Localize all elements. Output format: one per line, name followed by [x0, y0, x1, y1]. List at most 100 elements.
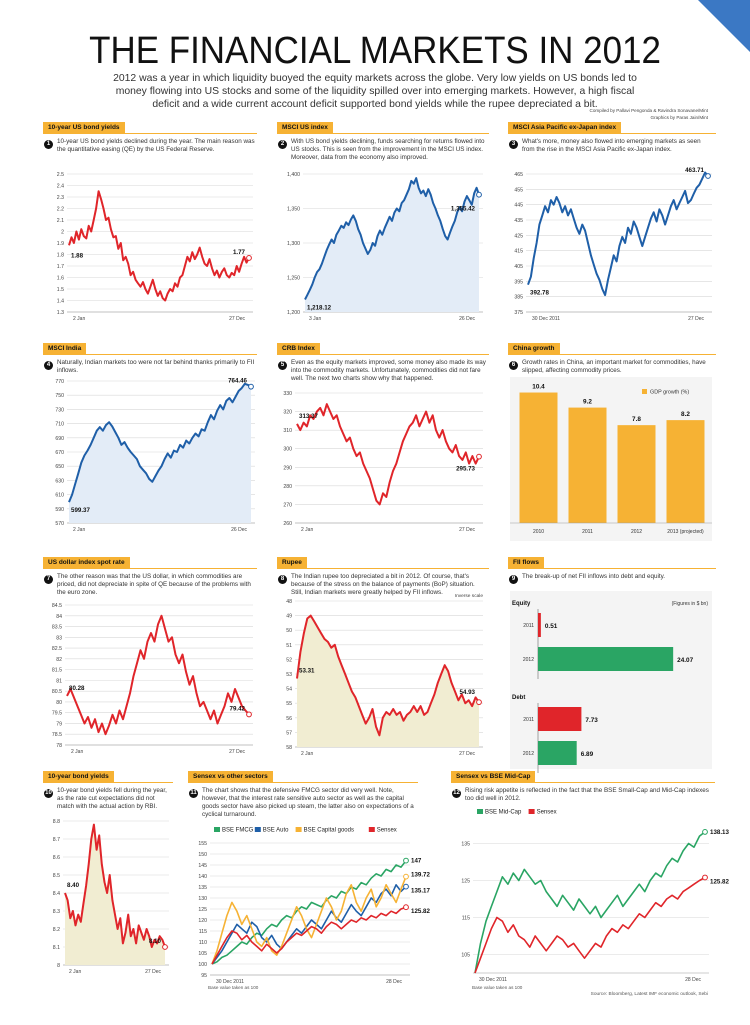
panel-number-badge: 12 — [452, 789, 461, 798]
y-tick-label: 1,300 — [287, 241, 300, 247]
y-tick-label: 53 — [286, 672, 292, 678]
panel-sectors: Sensex vs other sectors 11 The chart shows… — [188, 771, 430, 985]
bar-value-label: 24.07 — [677, 657, 693, 664]
y-tick-label: 8 — [57, 963, 60, 969]
y-tick-label: 155 — [198, 841, 207, 847]
bar-2013-projected- — [666, 420, 705, 523]
panel-number-badge: 11 — [189, 789, 198, 798]
y-tick-label: 80.5 — [52, 689, 62, 695]
y-tick-label: 50 — [286, 628, 292, 634]
panel-description: Rising risk appetite is reflected in the… — [465, 787, 709, 802]
y-tick-label: 49 — [286, 614, 292, 620]
panel-china: China growth 6 Growth rates in China, an i… — [508, 343, 716, 553]
bar-value-label: 10.4 — [532, 384, 545, 391]
y-tick-label: 2.4 — [57, 184, 64, 190]
y-tick-label: 56 — [286, 716, 292, 722]
panel-rupee: Rupee 8 The Indian rupee too depreciated a… — [277, 557, 489, 767]
y-tick-label: 770 — [55, 379, 64, 385]
panel-number-badge: 2 — [278, 140, 287, 149]
chart-msciAP: 375 385 395 405 415 425 435 445 455 465 30 Dec 201… — [514, 167, 712, 322]
y-tick-label: 54 — [286, 687, 292, 693]
y-tick-label: 1.6 — [57, 276, 64, 282]
credit-graphics: Graphics by Paras Jain/Mint — [650, 114, 708, 120]
y-tick-label: 83.5 — [52, 625, 62, 631]
panel-fii: FII flows 9 The break-up of net FII inflow… — [508, 557, 716, 773]
y-tick-label: 150 — [198, 852, 207, 858]
panel-number-badge: 8 — [278, 575, 287, 584]
y-tick-label: 52 — [286, 657, 292, 663]
x-tick-label: 28 Dec — [685, 977, 701, 983]
x-tick-label: 27 Dec — [459, 751, 475, 757]
base-value-note: Base value taken as 100 — [472, 985, 523, 990]
y-tick-label: 455 — [514, 187, 523, 193]
y-tick-label: 78.5 — [52, 732, 62, 738]
credits: Compiled by Pallavi Pengonda & Ravindra … — [590, 108, 709, 121]
panel-rule — [508, 133, 716, 134]
panel-title: 10-year bond yields — [43, 771, 114, 782]
panel-title: FII flows — [508, 557, 544, 568]
panel-number-badge: 1 — [44, 140, 53, 149]
y-tick-label: 57 — [286, 730, 292, 736]
start-value-label: 53.31 — [299, 668, 315, 675]
y-tick-label: 2.1 — [57, 218, 64, 224]
series-line-bse-capital-goods — [211, 876, 407, 965]
panel-title: China growth — [508, 343, 560, 354]
panel-title: MSCI India — [43, 343, 87, 354]
y-tick-label: 78 — [56, 743, 62, 749]
legend-label: Sensex — [537, 810, 557, 816]
y-tick-label: 280 — [283, 484, 292, 490]
bar-debt-2012 — [538, 741, 577, 765]
y-tick-label: 84 — [56, 614, 62, 620]
y-tick-label: 8.8 — [53, 819, 60, 825]
end-value-label: 125.82 — [710, 878, 729, 885]
legend-swatch — [528, 809, 535, 814]
x-tick-label: 3 Jan — [309, 316, 321, 322]
legend-swatch — [642, 389, 647, 394]
group-label: Equity — [512, 601, 531, 607]
y-tick-label: 135 — [461, 842, 470, 848]
x-tick-label: 26 Dec — [459, 316, 475, 322]
end-point-marker — [246, 255, 252, 261]
panel-rule — [277, 354, 489, 355]
y-tick-label: 465 — [514, 172, 523, 178]
end-point-marker — [476, 453, 482, 460]
credit-compiled: Compiled by Pallavi Pengonda & Ravindra … — [589, 108, 709, 113]
legend-label: BSE Mid-Cap — [485, 810, 522, 816]
y-tick-label: 79.5 — [52, 711, 62, 717]
x-tick-label: 30 Dec 2011 — [216, 979, 244, 985]
y-tick-label: 8.4 — [53, 891, 60, 897]
y-tick-label: 8.5 — [53, 873, 60, 879]
end-value-label: 139.72 — [411, 872, 430, 879]
y-tick-label: 135 — [198, 885, 207, 891]
panel-crb: CRB Index 5 Even as the equity markets imp… — [277, 343, 489, 553]
end-value-label: 463.71 — [685, 167, 704, 174]
y-tick-label: 95 — [201, 973, 207, 979]
series-line — [64, 823, 166, 948]
series-line — [66, 614, 250, 736]
y-tick-label: 385 — [514, 295, 523, 301]
panel-rule — [43, 133, 257, 134]
y-tick-label: 415 — [514, 249, 523, 255]
y-tick-label: 120 — [198, 918, 207, 924]
end-point-marker — [403, 883, 409, 890]
year-label: 2012 — [523, 751, 534, 757]
y-tick-label: 83 — [56, 635, 62, 641]
category-label: 2010 — [533, 529, 544, 535]
y-tick-label: 1.9 — [57, 241, 64, 247]
year-label: 2011 — [523, 623, 534, 629]
panel-rule — [43, 354, 257, 355]
series-line-bse-fmcg — [211, 860, 407, 965]
end-point-marker — [403, 857, 409, 864]
panel-msciAP: MSCI Asia Pacific ex-Japan index 3 What's … — [508, 122, 716, 332]
chart-rupee: 48 49 50 51 52 53 54 55 56 57 58 2 Jan 27 Dec Inverse… — [286, 593, 483, 757]
y-tick-label: 320 — [283, 410, 292, 416]
start-value-label: 599.37 — [71, 507, 90, 514]
y-tick-label: 1.3 — [57, 310, 64, 316]
intro-text: 2012 was a year in which liquidity buoye… — [113, 73, 637, 110]
y-tick-label: 445 — [514, 203, 523, 209]
bar-value-label: 9.2 — [583, 399, 592, 406]
legend-label: BSE Auto — [263, 828, 289, 834]
y-tick-label: 425 — [514, 233, 523, 239]
y-tick-label: 2 — [61, 230, 64, 236]
